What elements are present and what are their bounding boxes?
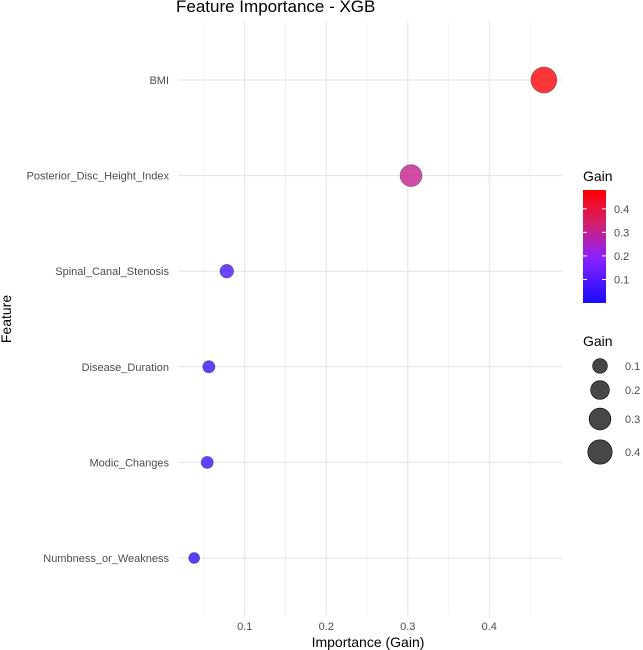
y-tick-label: Disease_Duration: [82, 362, 169, 374]
size-legend-label: 0.3: [625, 414, 640, 426]
size-legend-key: [587, 439, 613, 465]
size-legend-key: [590, 380, 610, 400]
chart-title: Feature Importance - XGB: [176, 0, 375, 16]
x-tick-label: 0.4: [482, 621, 497, 633]
color-legend: Gain 0.4 0.3 0.2 0.1: [583, 168, 629, 303]
y-tick-label: Spinal_Canal_Stenosis: [55, 266, 169, 278]
color-legend-label: 0.4: [614, 204, 629, 216]
data-point: [202, 360, 216, 374]
color-legend-bar: [583, 190, 606, 303]
x-axis-title: Importance (Gain): [312, 634, 425, 650]
data-points: [188, 66, 558, 564]
y-tick-label: BMI: [149, 75, 169, 87]
size-legend-label: 0.1: [625, 361, 640, 373]
size-legend-label: 0.2: [625, 385, 640, 397]
data-point: [399, 164, 423, 187]
color-legend-label: 0.2: [614, 251, 629, 263]
size-legend-title: Gain: [583, 333, 613, 349]
x-tick-label: 0.3: [400, 621, 415, 633]
x-tick-label: 0.2: [319, 621, 334, 633]
size-legend-key: [588, 407, 612, 431]
y-tick-label: Numbness_or_Weakness: [43, 553, 169, 565]
data-point: [219, 264, 234, 279]
size-legend-label: 0.4: [625, 447, 640, 459]
color-legend-title: Gain: [583, 168, 613, 184]
y-axis-tick-labels: BMI Posterior_Disc_Height_Index Spinal_Can…: [27, 75, 170, 565]
size-legend-key: [592, 358, 608, 374]
y-tick-label: Posterior_Disc_Height_Index: [27, 171, 170, 183]
grid-lines: [178, 22, 562, 615]
color-legend-label: 0.1: [614, 274, 629, 286]
x-tick-label: 0.1: [237, 621, 252, 633]
color-legend-label: 0.3: [614, 227, 629, 239]
data-point: [200, 455, 214, 469]
data-point: [530, 66, 558, 94]
y-axis-title: Feature: [0, 295, 14, 343]
data-point: [188, 552, 201, 564]
x-axis-tick-labels: 0.1 0.2 0.3 0.4: [237, 621, 497, 633]
y-tick-label: Modic_Changes: [90, 457, 170, 469]
size-legend: Gain 0.1 0.2 0.3 0.4: [583, 333, 640, 465]
